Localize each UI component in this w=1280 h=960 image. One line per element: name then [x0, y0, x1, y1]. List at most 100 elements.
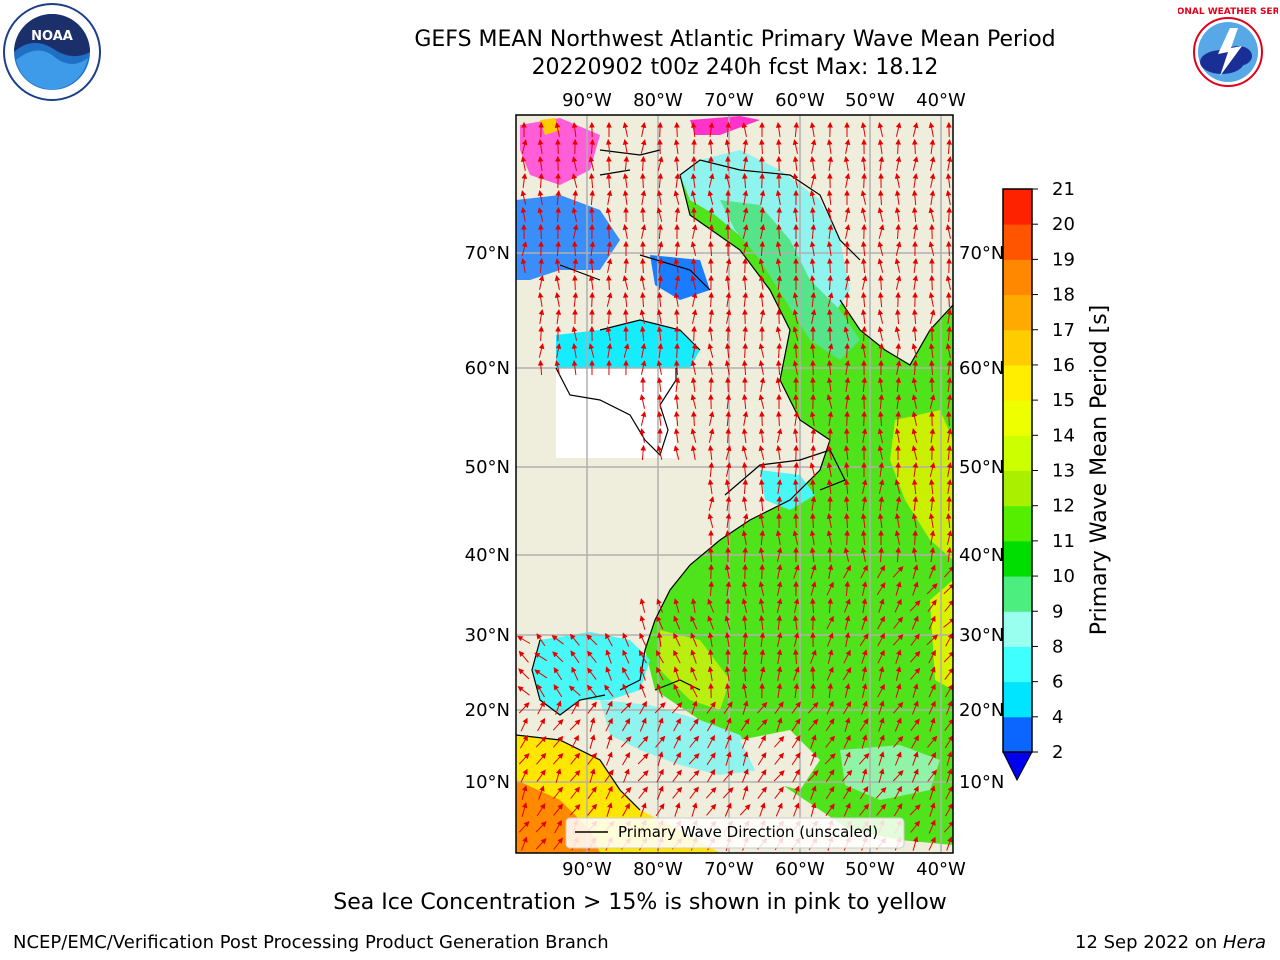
wave-arrow-head: [862, 700, 868, 707]
wave-arrow-head: [587, 650, 593, 657]
wave-arrow-head: [742, 308, 748, 315]
wave-arrow-head: [827, 427, 833, 434]
wave-arrow-head: [947, 836, 953, 843]
wave-arrow-head: [639, 428, 646, 435]
wave-arrow-head: [861, 376, 868, 383]
wave-arrow-head: [656, 683, 662, 690]
wave-arrow-head: [912, 274, 919, 282]
wave-arrow-head: [725, 597, 731, 604]
wave-arrow-head: [778, 735, 785, 743]
wave-arrow-head: [743, 785, 749, 792]
wave-arrow-head: [606, 292, 613, 299]
wave-arrow-head: [690, 649, 696, 656]
wave-arrow-head: [743, 768, 749, 775]
wave-arrow-head: [862, 649, 868, 656]
wave-arrow-head: [778, 770, 785, 777]
wave-arrow-head: [828, 769, 835, 776]
wave-arrow-head: [792, 360, 799, 367]
lat-label: 70°N: [465, 243, 510, 264]
lon-label: 90°W: [562, 859, 612, 880]
wave-arrow-head: [794, 768, 800, 776]
wave-arrow-head: [913, 581, 919, 588]
wave-arrow-head: [708, 309, 715, 315]
wave-arrow-head: [707, 648, 714, 655]
wave-arrow-head: [930, 666, 936, 673]
wave-arrow-head: [523, 753, 530, 760]
lon-label: 50°W: [845, 90, 895, 111]
wave-arrow-head: [878, 342, 885, 349]
wave-arrow-head: [572, 189, 579, 196]
wave-arrow-head: [860, 240, 867, 247]
wave-arrow-head: [844, 615, 851, 622]
wave-arrow-head: [912, 172, 919, 179]
wave-arrow-head: [675, 717, 681, 725]
wave-arrow-head: [793, 274, 799, 281]
wave-arrow-head: [809, 258, 816, 264]
wave-arrow-head: [605, 649, 611, 656]
wave-arrow-head: [555, 206, 561, 213]
wave-arrow-head: [895, 546, 901, 553]
wave-arrow-head: [946, 309, 953, 316]
wave-arrow-head: [896, 785, 902, 793]
wave-arrow-head: [810, 614, 816, 621]
wave-arrow-head: [827, 274, 833, 281]
wave-arrow-head: [639, 598, 646, 605]
wave-arrow-head: [591, 803, 598, 810]
wave-arrow-head: [674, 121, 680, 128]
wave-arrow-head: [725, 512, 732, 519]
wave-arrow-head: [605, 666, 611, 673]
wave-arrow-head: [589, 206, 595, 213]
wave-arrow-head: [725, 427, 731, 434]
wave-arrow-head: [622, 122, 629, 129]
wave-arrow-head: [863, 718, 869, 725]
wave-arrow-head: [555, 325, 561, 332]
wave-arrow-head: [913, 785, 919, 793]
colorbar-tick-label: 19: [1052, 249, 1075, 270]
wave-arrow-head: [641, 700, 647, 708]
wave-arrow-head: [724, 359, 731, 367]
wave-arrow-head: [607, 734, 613, 741]
wave-arrow-head: [845, 564, 851, 572]
wave-arrow-head: [606, 121, 612, 128]
wave-arrow-head: [911, 206, 918, 213]
wave-arrow-head: [793, 444, 799, 451]
wave-arrow-head: [523, 820, 530, 828]
wave-arrow-head: [878, 410, 884, 417]
wave-arrow-head: [776, 614, 783, 621]
wave-arrow-head: [879, 632, 885, 640]
wave-arrow-head: [741, 122, 748, 129]
wave-arrow-head: [793, 598, 800, 605]
wave-arrow-head: [878, 529, 884, 536]
colorbar-tick-label: 18: [1052, 285, 1075, 306]
wave-arrow-head: [912, 308, 918, 315]
wave-arrow-head: [760, 734, 766, 742]
wave-arrow-head: [810, 665, 816, 672]
wave-arrow-head: [829, 753, 836, 760]
wave-arrow-head: [641, 717, 647, 724]
wave-arrow-head: [741, 580, 748, 588]
wave-arrow-head: [574, 786, 580, 793]
wave-arrow-head: [914, 804, 921, 811]
wave-arrow-head: [708, 529, 714, 536]
wave-arrow-head: [724, 173, 731, 180]
lat-label: 30°N: [959, 625, 1004, 646]
wave-arrow-head: [845, 701, 852, 708]
wave-arrow-head: [589, 308, 595, 315]
wave-arrow-head: [911, 547, 918, 554]
wave-arrow-head: [657, 393, 663, 400]
wave-arrow-head: [540, 752, 547, 759]
wave-arrow-head: [657, 241, 664, 248]
wave-arrow-head: [538, 240, 544, 247]
wave-arrow-head: [674, 342, 680, 349]
wave-arrow-head: [523, 702, 530, 709]
wave-arrow-head: [607, 717, 613, 725]
wave-arrow-head: [727, 787, 734, 794]
wave-arrow-head: [640, 224, 647, 231]
wave-arrow-head: [793, 632, 800, 639]
wave-arrow-head: [691, 325, 697, 332]
wave-arrow-head: [742, 342, 748, 349]
wave-arrow-head: [674, 376, 681, 383]
wave-arrow-head: [573, 700, 579, 708]
lon-label: 90°W: [562, 90, 612, 111]
wave-arrow-head: [727, 769, 734, 776]
